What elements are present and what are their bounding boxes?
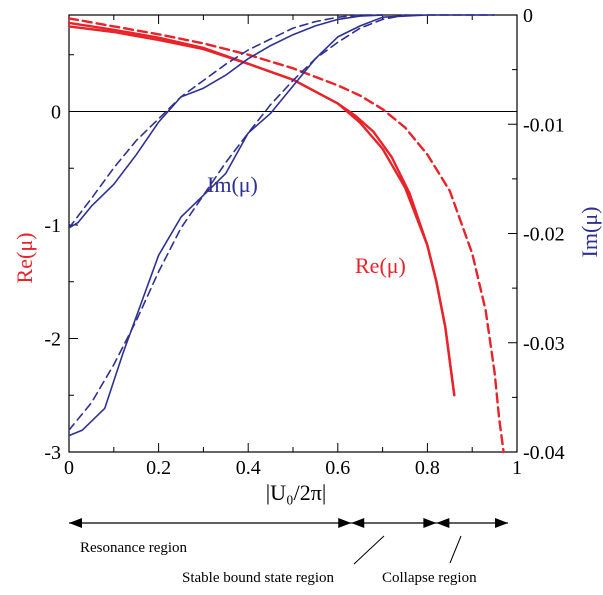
im-series-solid-4 xyxy=(68,14,496,437)
right-tick-label: -0.02 xyxy=(523,224,565,246)
collapse-region-pointer xyxy=(449,535,462,564)
series-layer xyxy=(67,14,505,454)
x-tick-label: 0.6 xyxy=(325,457,350,479)
im-series-dashed-6 xyxy=(68,14,496,431)
left-tick-label: -1 xyxy=(44,215,61,237)
x-tick-label: 0.4 xyxy=(236,457,261,479)
stable-region-pointer xyxy=(353,535,385,565)
region-arrowhead xyxy=(436,518,450,528)
x-tick-label: 0.2 xyxy=(146,457,171,479)
left-tick-label: -3 xyxy=(44,442,61,464)
im-series-dashed-5 xyxy=(68,14,384,229)
right-tick-label: 0 xyxy=(523,5,533,27)
regions-layer: Resonance region Stable bound state regio… xyxy=(69,518,509,586)
region-arrowhead xyxy=(351,518,365,528)
re-annotation: Re(μ) xyxy=(355,253,406,278)
left-tick-label: -2 xyxy=(44,328,61,350)
region-arrowhead xyxy=(423,518,437,528)
x-tick-label: 1 xyxy=(512,457,522,479)
left-tick-label: 0 xyxy=(51,101,61,123)
x-tick-label: 0 xyxy=(64,457,74,479)
right-axis-label: Im(μ) xyxy=(577,207,602,258)
im-annotation: Im(μ) xyxy=(207,172,258,197)
region-label: Collapse region xyxy=(382,570,477,586)
x-tick-label: 0.8 xyxy=(415,457,440,479)
region-arrowhead xyxy=(338,518,352,528)
x-axis-label: |U₀/2π| xyxy=(266,480,327,505)
right-tick-label: -0.04 xyxy=(523,442,565,464)
region-label: Stable bound state region xyxy=(182,570,335,586)
region-arrowhead xyxy=(69,518,82,528)
re-series-dashed-2 xyxy=(67,17,505,454)
left-axis-label: Re(μ) xyxy=(12,233,37,284)
region-arrowhead xyxy=(495,518,509,528)
re-series-solid-1 xyxy=(67,25,456,397)
im-series-solid-3 xyxy=(68,14,384,229)
ticks-layer: 0 0.2 0.4 0.6 0.8 1 -3 -2 -1 0 -0.04 -0.03 -0.02 -0.0… xyxy=(44,5,564,479)
right-tick-label: -0.03 xyxy=(523,333,565,355)
right-tick-label: -0.01 xyxy=(523,114,565,136)
region-label: Resonance region xyxy=(80,540,188,556)
